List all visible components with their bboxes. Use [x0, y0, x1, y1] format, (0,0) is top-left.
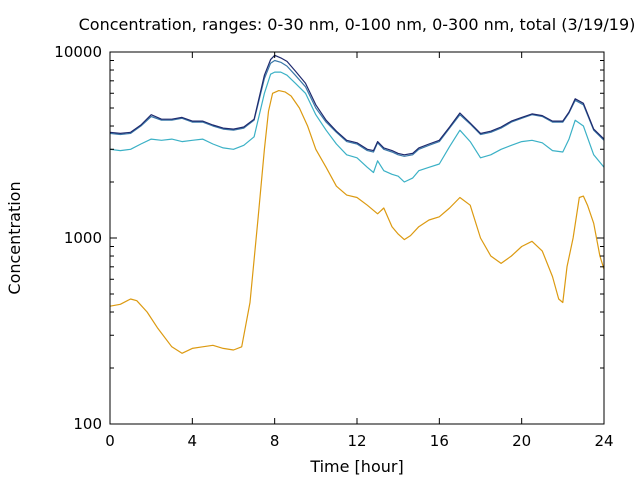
- x-tick-label: 0: [105, 432, 115, 450]
- y-tick-label: 1000: [64, 229, 102, 247]
- x-tick-label: 8: [270, 432, 280, 450]
- plot-frame: [109, 51, 605, 425]
- x-tick-label: 24: [594, 432, 613, 450]
- x-tick-label: 16: [430, 432, 449, 450]
- x-axis-label: Time [hour]: [309, 457, 403, 476]
- y-axis-label: Concentration: [5, 181, 24, 294]
- y-axis: 100 1000 10000: [54, 43, 604, 433]
- series-line-2: [109, 59, 605, 157]
- x-tick-label: 4: [188, 432, 198, 450]
- plot-area: [109, 54, 605, 354]
- chart-title: Concentration, ranges: 0-30 nm, 0-100 nm…: [79, 15, 636, 34]
- series-line-0: [109, 90, 605, 354]
- x-axis: 0 4 8 12 16 20 24: [105, 52, 614, 450]
- y-tick-label: 100: [73, 415, 102, 433]
- series-line-3: [109, 54, 605, 156]
- y-tick-label: 10000: [54, 43, 102, 61]
- x-tick-label: 12: [347, 432, 366, 450]
- series-line-1: [109, 71, 605, 183]
- x-tick-label: 20: [512, 432, 531, 450]
